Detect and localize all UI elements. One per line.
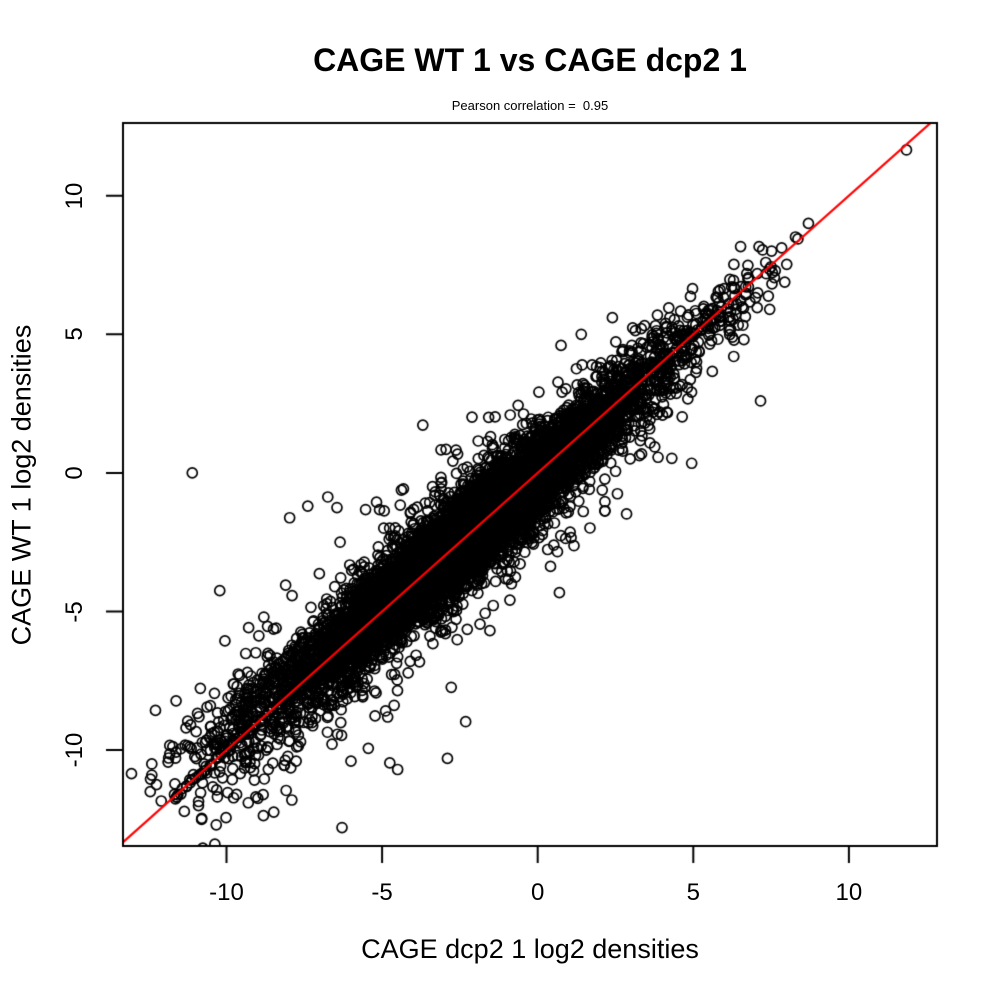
y-tick-label: -10 (61, 732, 88, 768)
x-tick-label: 10 (835, 879, 863, 906)
plot-title: CAGE WT 1 vs CAGE dcp2 1 (313, 42, 747, 78)
y-tick-label: -5 (61, 600, 88, 623)
x-tick-label: -10 (209, 879, 244, 906)
y-tick-label: 5 (61, 327, 88, 341)
x-tick-label: -5 (371, 879, 393, 906)
y-tick-label: 0 (61, 466, 88, 480)
x-tick-label: 5 (686, 879, 700, 906)
plot-subtitle: Pearson correlation = 0.95 (451, 98, 609, 113)
y-axis-title: CAGE WT 1 log2 densities (6, 324, 37, 646)
x-tick-label: 0 (531, 879, 545, 906)
y-tick-label: 10 (61, 182, 88, 210)
x-axis-title: CAGE dcp2 1 log2 densities (361, 934, 699, 964)
